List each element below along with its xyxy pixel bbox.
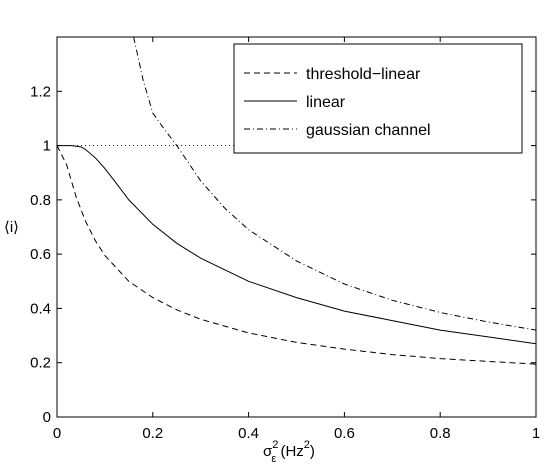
- plot-area-frame: [56, 36, 537, 418]
- series-line-0: [56, 145, 537, 365]
- x-tick-label: 0.4: [238, 425, 259, 442]
- x-tick-label: 0.2: [142, 425, 163, 442]
- y-tick-label: 0: [43, 409, 51, 426]
- y-tick-label: 0.4: [30, 300, 51, 317]
- x-axis-label-sigma: σ: [263, 443, 273, 460]
- legend-box: [233, 43, 523, 154]
- x-tick-label: 0.6: [334, 425, 355, 442]
- x-axis-label: σ2 ε (Hz2): [263, 439, 315, 465]
- x-tick-label: 0.8: [430, 425, 451, 442]
- y-tick-label: 1.2: [30, 83, 51, 100]
- y-axis-label: ⟨i⟩: [4, 219, 19, 236]
- legend-label-linear: linear: [306, 94, 346, 111]
- y-tick-label: 0.2: [30, 355, 51, 372]
- tick-labels: 0 0.2 0.4 0.6 0.8 1 0 0.2 0.4 0.6 0.8 1 1.2: [30, 83, 540, 442]
- y-tick-label: 1: [43, 138, 51, 155]
- series-layer: [56, 36, 537, 365]
- x-tick-label: 1: [532, 425, 540, 442]
- legend: threshold−linear linear gaussian channel: [233, 43, 523, 154]
- y-tick-label: 0.8: [30, 192, 51, 209]
- x-axis-label-sigma-sub: ε: [271, 453, 276, 465]
- x-axis-label-unit-sup: 2: [304, 439, 310, 451]
- x-axis-label-unit-open: (Hz: [276, 443, 304, 460]
- x-axis-label-unit-close: ): [310, 443, 315, 460]
- series-line-2: [133, 36, 537, 331]
- x-tick-label: 0: [53, 425, 61, 442]
- legend-label-gaussian-channel: gaussian channel: [306, 122, 431, 139]
- x-axis-label-sigma-sup: 2: [272, 439, 278, 451]
- y-tick-label: 0.6: [30, 246, 51, 263]
- legend-label-threshold-linear: threshold−linear: [306, 66, 421, 83]
- axes-ticks: [56, 37, 537, 418]
- series-line-1: [57, 145, 537, 345]
